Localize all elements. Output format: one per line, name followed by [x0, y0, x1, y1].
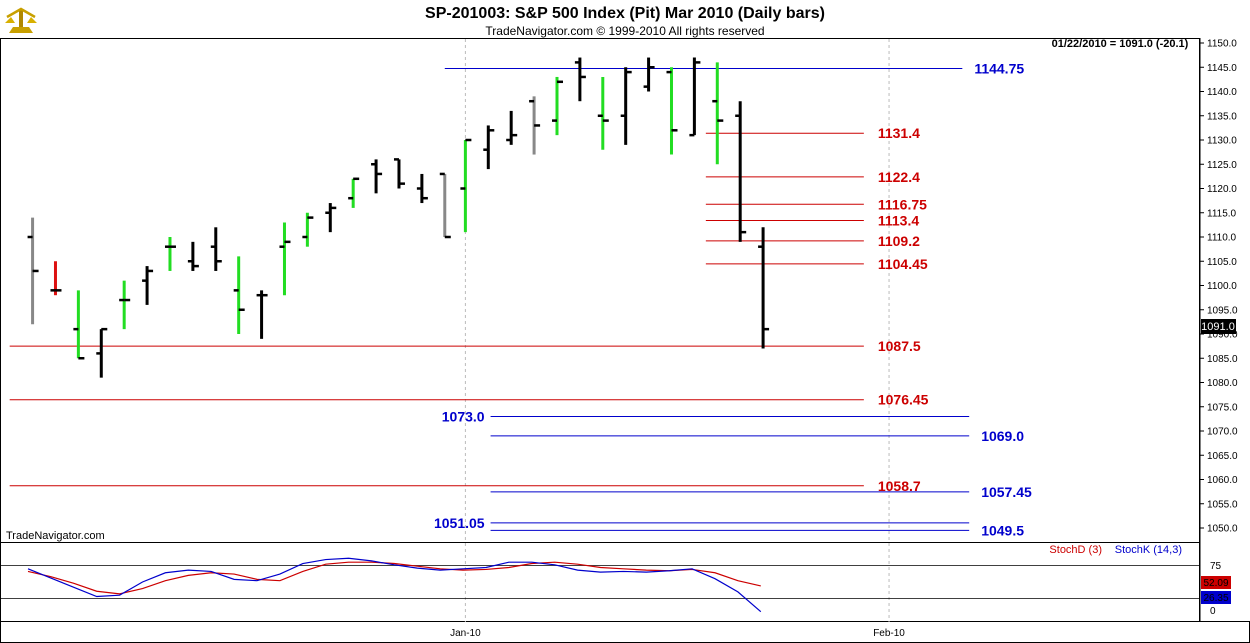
level-label-1057.45: 1057.45 [981, 484, 1032, 500]
ohlc-bar [371, 159, 383, 194]
ohlc-bar [439, 172, 451, 239]
stoch-y-tick-label: 75 [1210, 561, 1222, 572]
level-label-1058.7: 1058.7 [878, 478, 921, 494]
stoch-value-box [1201, 576, 1231, 589]
stoch-line-d [27, 561, 761, 595]
level-label-1113.4: 1113.4 [878, 213, 919, 229]
ohlc-bar [233, 256, 245, 334]
ohlc-bar [210, 227, 222, 271]
y-tick-label: 1110.0 [1207, 233, 1237, 244]
y-tick-label: 1065.0 [1207, 451, 1238, 462]
ohlc-bar [574, 57, 586, 102]
watermark: TradeNavigator.com [6, 530, 105, 542]
stoch-y-tick-label: 0 [1210, 606, 1216, 617]
stoch-line-k [27, 557, 762, 613]
stoch-value-box [1201, 591, 1231, 604]
y-tick-label: 1135.0 [1207, 111, 1237, 122]
price-panel-frame [0, 38, 1200, 543]
ohlc-bar [142, 266, 154, 305]
ohlc-bar [187, 241, 199, 271]
y-tick-label: 1095.0 [1207, 305, 1238, 316]
price-box [1201, 319, 1236, 334]
ohlc-bar [666, 67, 678, 155]
ohlc-bar [689, 57, 701, 137]
y-tick-label: 1070.0 [1207, 427, 1238, 438]
y-tick-label: 1050.0 [1207, 524, 1238, 535]
stoch-value-label: 52.09 [1203, 578, 1228, 589]
level-label-1069.0: 1069.0 [981, 428, 1024, 444]
ohlc-bar [735, 101, 747, 242]
level-label-1049.5: 1049.5 [981, 522, 1024, 538]
chart-subtitle: TradeNavigator.com © 1999-2010 All right… [485, 24, 765, 38]
y-tick-label: 1105.0 [1207, 257, 1237, 268]
y-tick-label: 1125.0 [1207, 160, 1237, 171]
stoch-value-label: 26.35 [1203, 593, 1228, 604]
level-label-1116.75: 1116.75 [878, 196, 927, 212]
y-tick-label: 1145.0 [1207, 63, 1237, 74]
y-tick-label: 1080.0 [1207, 378, 1238, 389]
ohlc-bar [256, 290, 268, 339]
ohlc-bar [119, 280, 131, 330]
date-axis-frame [0, 621, 1250, 643]
ohlc-bar [73, 290, 85, 360]
ohlc-bar [416, 173, 428, 204]
price-box-label: 1091.0 [1201, 321, 1235, 333]
ohlc-bar [279, 222, 291, 296]
level-label-1144.75: 1144.75 [974, 60, 1024, 76]
tradenavigator-logo [5, 7, 37, 33]
ohlc-bar [96, 327, 108, 378]
ohlc-bar [551, 76, 563, 136]
level-label-1051.05: 1051.05 [434, 515, 485, 531]
level-label-1109.2: 1109.2 [878, 233, 920, 249]
level-label-1087.5: 1087.5 [878, 338, 921, 354]
y-tick-label: 1140.0 [1207, 87, 1237, 98]
y-tick-label: 1130.0 [1207, 136, 1237, 147]
level-label-1076.45: 1076.45 [878, 392, 929, 408]
y-tick-label: 1060.0 [1207, 475, 1238, 486]
y-tick-label: 1120.0 [1207, 184, 1237, 195]
y-tick-label: 1090.0 [1207, 330, 1238, 341]
ohlc-bar [27, 217, 39, 325]
ohlc-bar [758, 227, 770, 349]
ohlc-bar [483, 125, 495, 170]
ohlc-bar [164, 237, 176, 271]
ohlc-bar [597, 76, 609, 150]
ohlc-bar [50, 261, 62, 296]
chart-title: SP-201003: S&P 500 Index (Pit) Mar 2010 … [425, 5, 825, 22]
level-label-1073.0: 1073.0 [442, 408, 485, 424]
y-tick-label: 1100.0 [1207, 281, 1237, 292]
y-tick-label: 1055.0 [1207, 499, 1238, 510]
ohlc-bar [348, 177, 360, 208]
y-tick-label: 1150.0 [1207, 39, 1237, 50]
ohlc-bar [529, 96, 541, 155]
legend-stochd: StochD (3) [1049, 544, 1102, 556]
level-label-1131.4: 1131.4 [878, 125, 920, 141]
ohlc-bar [393, 158, 405, 189]
legend-stochk: StochK (14,3) [1115, 544, 1182, 556]
x-tick-label: Feb-10 [873, 628, 905, 639]
ohlc-bar [325, 203, 337, 233]
level-label-1104.45: 1104.45 [878, 256, 928, 272]
ohlc-bar [302, 212, 314, 247]
ohlc-bar [506, 110, 518, 145]
x-tick-label: Jan-10 [450, 628, 481, 639]
ohlc-bar [712, 62, 724, 165]
y-tick-label: 1085.0 [1207, 354, 1238, 365]
last-bar-info: 01/22/2010 = 1091.0 (-20.1) [1052, 38, 1189, 50]
level-label-1122.4: 1122.4 [878, 169, 920, 185]
ohlc-bar [460, 138, 472, 233]
ohlc-bar [620, 67, 632, 145]
y-tick-label: 1115.0 [1207, 208, 1237, 219]
stoch-panel-frame [0, 542, 1200, 622]
y-tick-label: 1075.0 [1207, 402, 1238, 413]
ohlc-bar [643, 57, 655, 92]
